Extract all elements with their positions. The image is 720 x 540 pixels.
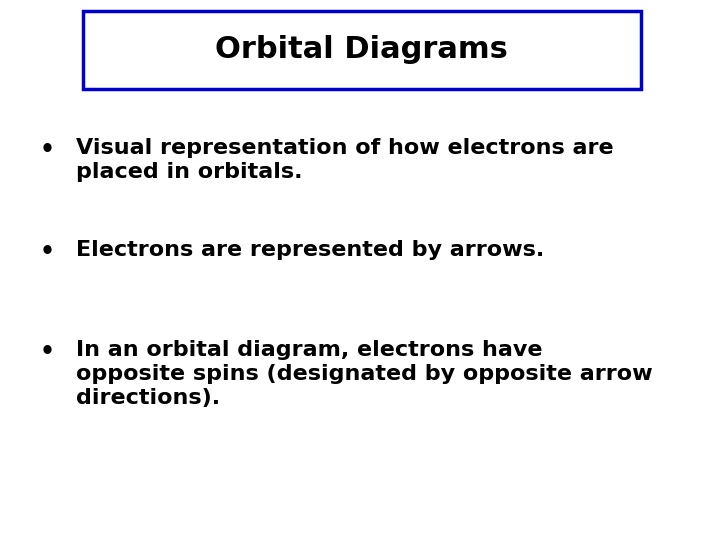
Text: •: • [40,138,54,161]
Text: Visual representation of how electrons are
placed in orbitals.: Visual representation of how electrons a… [76,138,613,181]
Text: In an orbital diagram, electrons have
opposite spins (designated by opposite arr: In an orbital diagram, electrons have op… [76,340,652,408]
Text: •: • [40,340,54,364]
Text: Orbital Diagrams: Orbital Diagrams [215,36,508,64]
Text: Electrons are represented by arrows.: Electrons are represented by arrows. [76,240,544,260]
Text: •: • [40,240,54,264]
FancyBboxPatch shape [83,11,641,89]
